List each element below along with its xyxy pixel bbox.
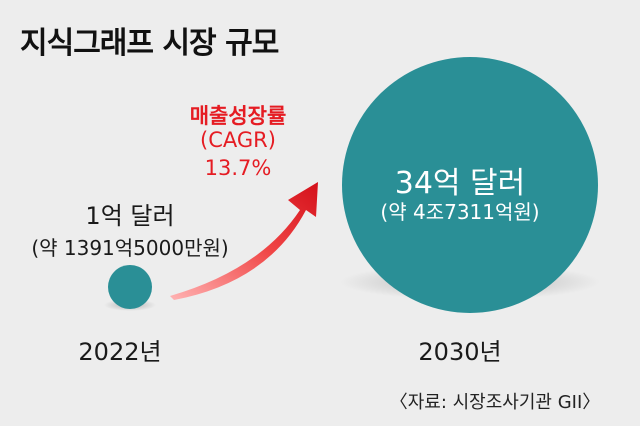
growth-value: 13.7% bbox=[204, 156, 272, 180]
source-note: 〈자료: 시장조사기관 GII〉 bbox=[389, 392, 601, 413]
sub-label-2022: (약 1391억5000만원) bbox=[31, 236, 229, 260]
category-label-2022: 2022년 bbox=[78, 338, 162, 366]
value-label-2022: 1억 달러 bbox=[85, 202, 175, 230]
growth-arrow bbox=[170, 182, 318, 300]
bubble-2030 bbox=[342, 57, 598, 313]
value-label-2030: 34억 달러 bbox=[394, 166, 526, 201]
category-label-2030: 2030년 bbox=[418, 338, 502, 366]
growth-metric: (CAGR) bbox=[200, 128, 276, 152]
chart-title: 지식그래프 시장 규모 bbox=[20, 26, 279, 61]
growth-label: 매출성장률 bbox=[189, 104, 287, 128]
sub-label-2030: (약 4조7311억원) bbox=[380, 200, 540, 224]
bubble-2022 bbox=[108, 265, 152, 309]
